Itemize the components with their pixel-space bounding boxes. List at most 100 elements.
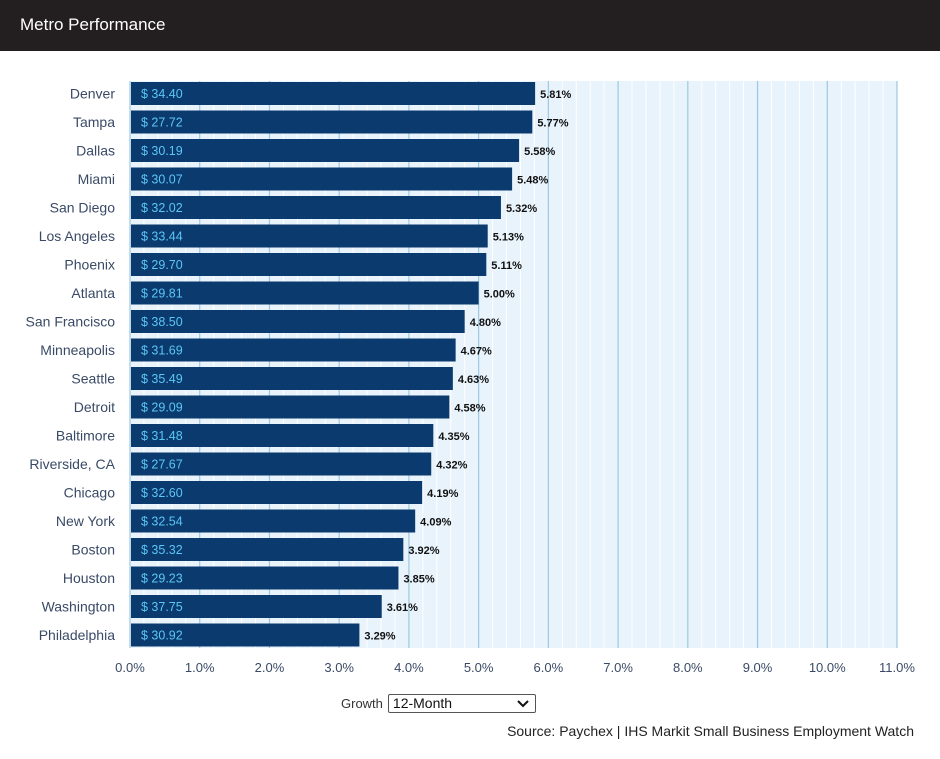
- bar: [131, 281, 479, 305]
- wage-label: $ 29.70: [141, 258, 183, 272]
- category-label: Philadelphia: [39, 627, 115, 643]
- wage-label: $ 29.23: [141, 572, 183, 586]
- category-label: Atlanta: [71, 285, 115, 301]
- category-label: Baltimore: [56, 428, 115, 444]
- category-label: San Francisco: [26, 314, 116, 330]
- data-label: 3.29%: [364, 631, 395, 643]
- chevron-down-icon: [517, 699, 529, 707]
- data-label: 5.48%: [517, 175, 548, 187]
- growth-control: Growth 12-Month: [341, 693, 536, 713]
- category-label: Tampa: [73, 114, 115, 130]
- category-label: Denver: [70, 86, 115, 102]
- wage-label: $ 32.02: [141, 201, 183, 215]
- wage-label: $ 29.81: [141, 287, 183, 301]
- category-label: Washington: [42, 599, 115, 615]
- bar: [131, 224, 488, 248]
- data-label: 5.81%: [540, 89, 571, 101]
- x-tick-label: 8.0%: [673, 660, 703, 675]
- wage-label: $ 38.50: [141, 315, 183, 329]
- category-label: Boston: [71, 542, 115, 558]
- metro-bar-chart: 0.0% 1.0% 2.0% 3.0% 4.0% 5.0% 6.0% 7.0% 8.0% 9.0%…: [26, 81, 915, 675]
- data-label: 5.13%: [493, 232, 524, 244]
- wage-label: $ 35.49: [141, 372, 183, 386]
- bar: [131, 139, 520, 162]
- data-label: 4.19%: [427, 488, 458, 500]
- category-label: San Diego: [50, 200, 116, 216]
- data-label: 5.11%: [491, 260, 522, 272]
- data-label: 4.58%: [454, 403, 485, 415]
- bar: [131, 110, 533, 134]
- data-label: 5.00%: [484, 289, 515, 301]
- growth-select-value: 12-Month: [392, 694, 453, 711]
- x-tick-label: 10.0%: [809, 660, 846, 675]
- data-label: 5.32%: [506, 203, 537, 215]
- category-label: Minneapolis: [40, 342, 115, 358]
- bar: [131, 509, 416, 533]
- bar: [131, 253, 487, 276]
- header-bar: Metro Performance: [0, 0, 940, 51]
- category-label: Dallas: [76, 143, 115, 159]
- bar: [131, 310, 465, 333]
- wage-label: $ 32.60: [141, 486, 183, 500]
- data-label: 4.63%: [458, 374, 489, 386]
- x-tick-label: 0.0%: [115, 660, 145, 675]
- category-label: Riverside, CA: [29, 456, 115, 472]
- bar: [131, 338, 456, 362]
- bar: [131, 196, 501, 219]
- x-tick-label: 9.0%: [743, 660, 773, 675]
- growth-select[interactable]: 12-Month: [387, 693, 536, 713]
- category-label: New York: [56, 513, 116, 529]
- bar: [131, 367, 453, 390]
- wage-label: $ 34.40: [141, 87, 183, 101]
- wage-label: $ 27.67: [141, 458, 183, 472]
- x-tick-label: 1.0%: [185, 660, 215, 675]
- data-label: 5.58%: [524, 146, 555, 158]
- bar: [131, 566, 399, 590]
- plot-background: [130, 81, 897, 648]
- category-label: Seattle: [71, 371, 115, 387]
- bar: [131, 623, 360, 647]
- category-label: Detroit: [74, 399, 115, 415]
- category-label: Los Angeles: [39, 228, 115, 244]
- x-tick-label: 4.0%: [394, 660, 424, 675]
- data-label: 3.61%: [387, 602, 418, 614]
- page-title: Metro Performance: [20, 15, 166, 34]
- wage-label: $ 30.19: [141, 144, 183, 158]
- wage-label: $ 33.44: [141, 230, 183, 244]
- wage-label: $ 32.54: [141, 515, 183, 529]
- category-label: Houston: [63, 570, 115, 586]
- bar: [131, 481, 423, 504]
- category-label: Phoenix: [64, 257, 115, 273]
- bar: [131, 452, 432, 476]
- data-label: 4.32%: [436, 460, 467, 472]
- category-label: Chicago: [64, 485, 116, 501]
- x-tick-label: 5.0%: [464, 660, 494, 675]
- source-note: Source: Paychex | IHS Markit Small Busin…: [507, 723, 914, 739]
- growth-label: Growth: [341, 695, 383, 711]
- bar: [131, 82, 536, 105]
- x-tick-label: 7.0%: [603, 660, 633, 675]
- data-label: 4.67%: [461, 346, 492, 358]
- wage-label: $ 31.48: [141, 429, 183, 443]
- wage-label: $ 37.75: [141, 600, 183, 614]
- wage-label: $ 27.72: [141, 116, 183, 130]
- wage-label: $ 35.32: [141, 543, 183, 557]
- data-label: 3.85%: [403, 574, 434, 586]
- bar: [131, 538, 404, 561]
- data-label: 4.35%: [438, 431, 469, 443]
- x-tick-label: 11.0%: [879, 660, 915, 675]
- data-label: 5.77%: [537, 118, 568, 130]
- data-label: 3.92%: [408, 545, 439, 557]
- x-tick-label: 2.0%: [255, 660, 285, 675]
- bar: [131, 595, 382, 618]
- wage-label: $ 30.07: [141, 173, 183, 187]
- bar: [131, 424, 434, 447]
- bar: [131, 395, 450, 419]
- wage-label: $ 30.92: [141, 629, 183, 643]
- x-tick-label: 3.0%: [324, 660, 354, 675]
- x-tick-label: 6.0%: [534, 660, 564, 675]
- category-label: Miami: [78, 171, 115, 187]
- data-label: 4.09%: [420, 517, 451, 529]
- bar: [131, 167, 513, 191]
- data-label: 4.80%: [470, 317, 501, 329]
